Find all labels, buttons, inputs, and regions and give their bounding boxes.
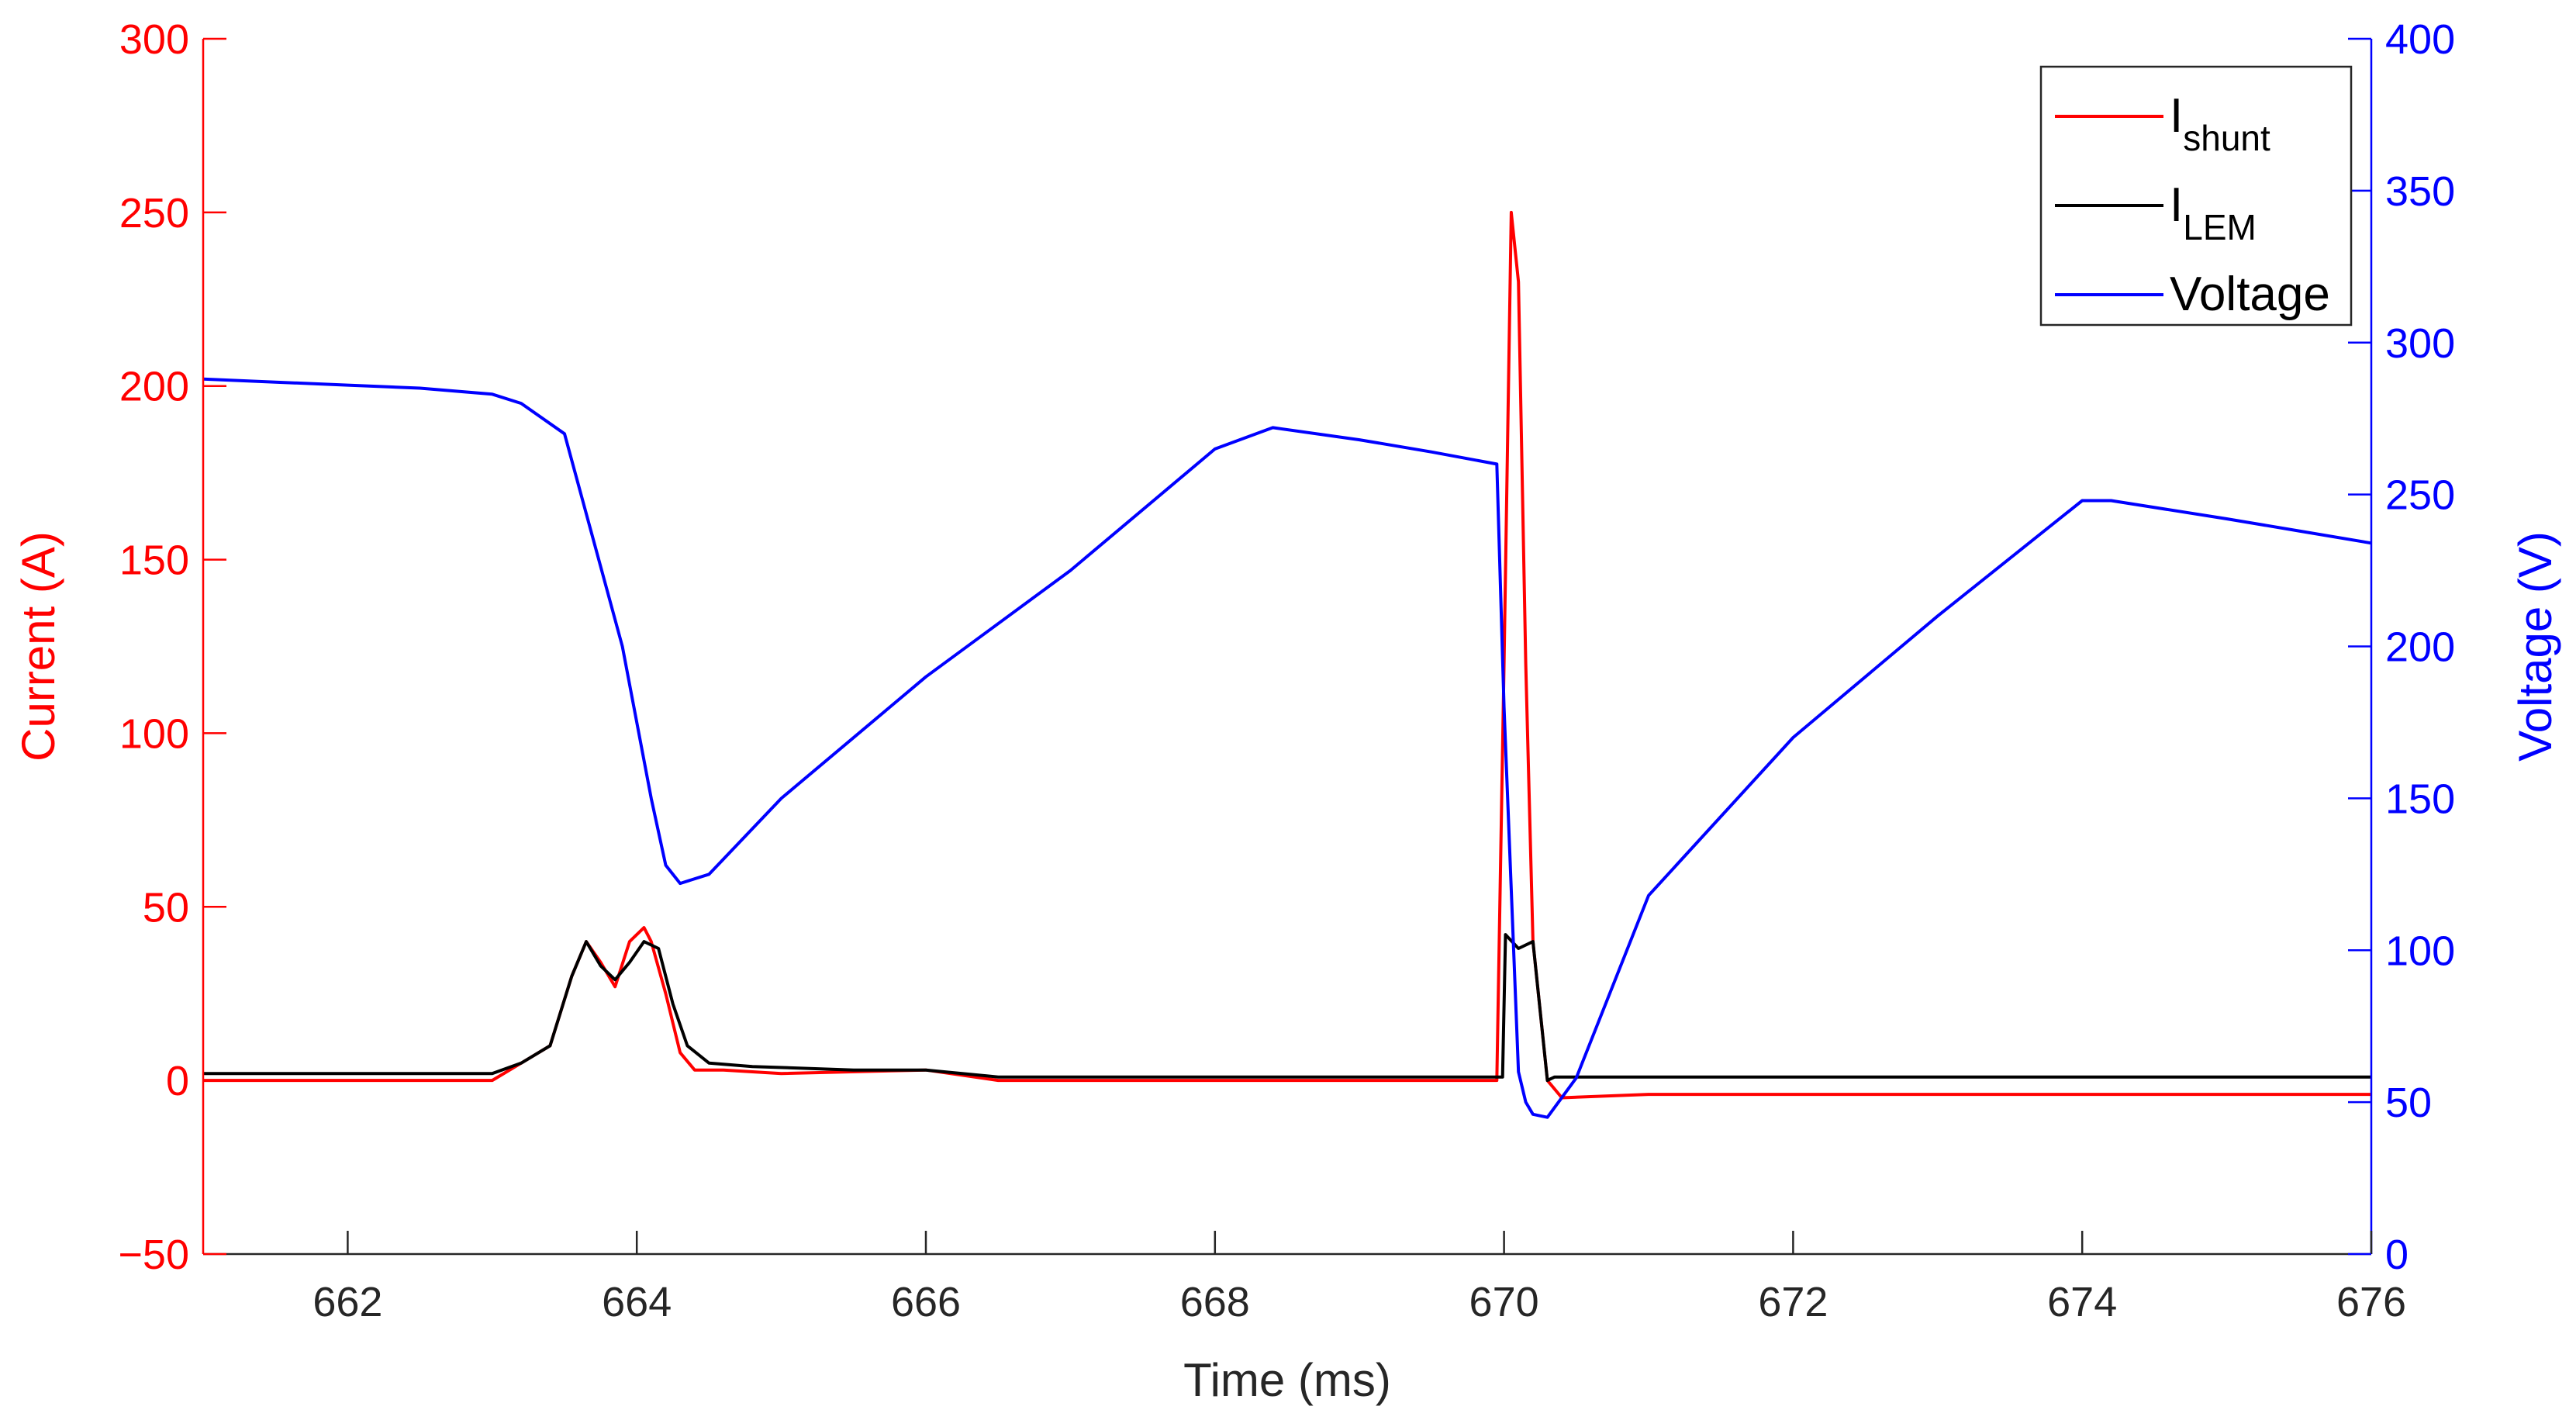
left-tick-label: 200 [119,364,189,410]
right-tick-label: 300 [2385,320,2455,367]
y-axis-left-label: Current (A) [12,531,64,762]
series-line-0 [203,210,2371,1100]
left-tick-label: 50 [143,884,189,931]
legend-box [2039,65,2353,327]
series-line-1 [203,933,2371,1083]
right-tick-label: 200 [2385,624,2455,671]
left-tick-label: 150 [119,537,189,584]
right-tick-label: 350 [2385,168,2455,215]
series-line-2 [202,377,2372,1119]
left-tick-label: 250 [119,190,189,237]
plot-layer [202,210,2372,1119]
legend-subscript-0: shunt [2183,118,2270,158]
legend-label-2: Voltage [2170,268,2330,321]
x-tick-label: 662 [313,1279,382,1325]
left-tick-label: 300 [119,16,189,63]
right-tick-label: 50 [2385,1080,2432,1126]
x-tick-label: 670 [1469,1279,1539,1325]
left-tick-label: 0 [166,1058,189,1104]
x-tick-label: 676 [2336,1279,2406,1325]
x-tick-label: 672 [1758,1279,1828,1325]
right-tick-label: 0 [2385,1232,2409,1278]
right-tick-label: 250 [2385,472,2455,519]
y-axis-right-label: Voltage (V) [2509,531,2561,762]
x-tick-label: 674 [2047,1279,2117,1325]
x-tick-label: 668 [1180,1279,1250,1325]
x-tick-label: 664 [602,1279,672,1325]
x-axis-label: Time (ms) [1183,1354,1391,1406]
right-tick-label: 100 [2385,928,2455,974]
left-tick-label: 100 [119,710,189,757]
legend-subscript-1: LEM [2183,207,2257,247]
right-tick-label: 150 [2385,776,2455,822]
right-tick-label: 400 [2385,16,2455,63]
axes-layer: 662 664 666 668 670 672 674 676 −50 0 50 100 150 200 2… [12,16,2561,1406]
x-tick-label: 666 [891,1279,961,1325]
left-tick-label: −50 [118,1232,189,1278]
